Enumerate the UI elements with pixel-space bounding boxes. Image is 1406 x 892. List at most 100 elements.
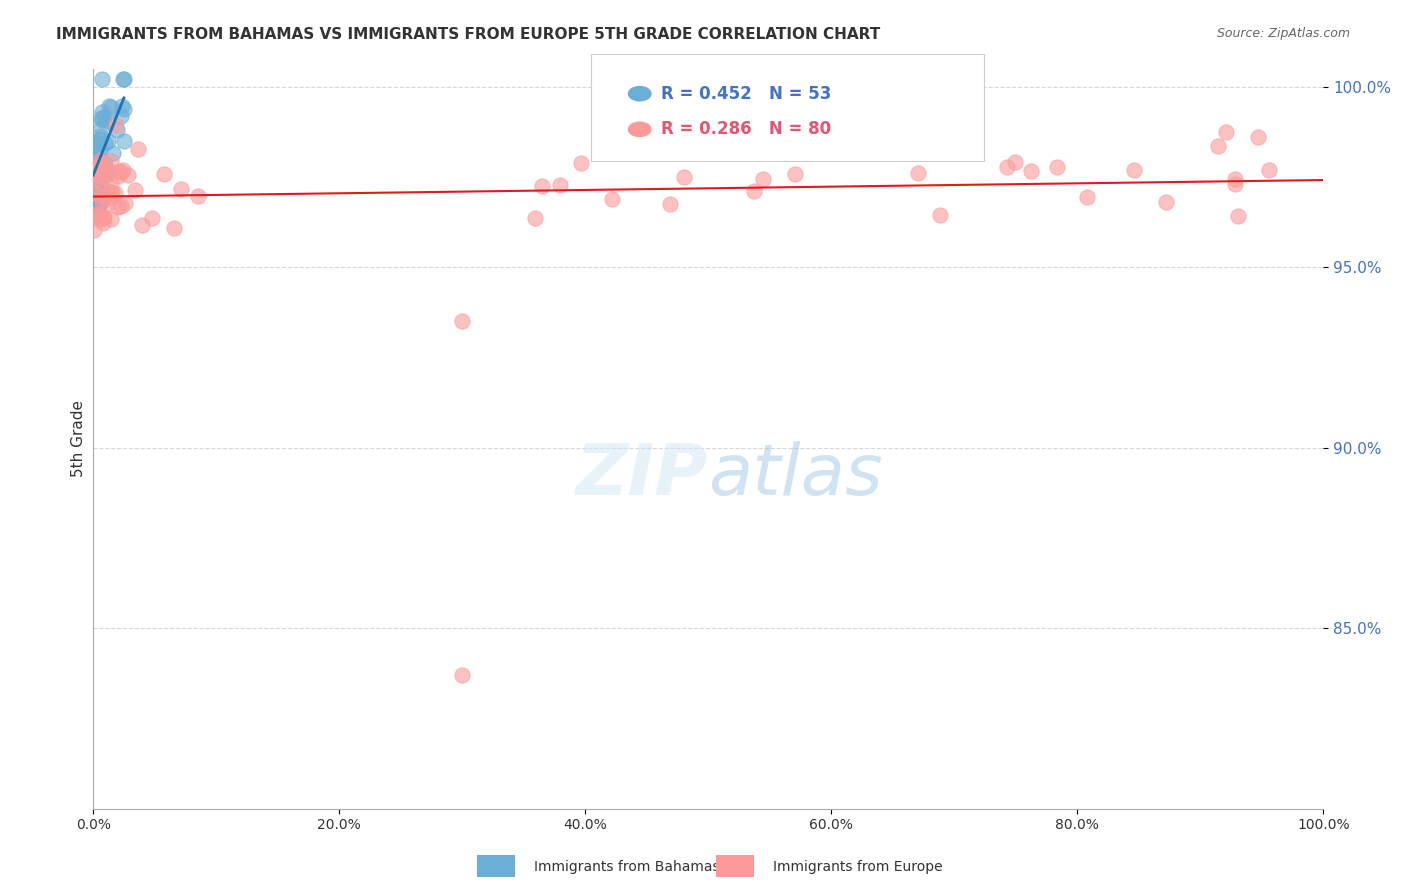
Immigrants from Europe xyxy=(1206,139,1229,153)
Immigrants from Europe xyxy=(84,172,107,186)
Immigrants from Europe xyxy=(602,192,624,206)
Immigrants from Europe xyxy=(89,153,111,167)
Immigrants from Europe xyxy=(451,668,474,682)
Immigrants from Europe xyxy=(1223,178,1246,192)
Immigrants from Bahamas xyxy=(91,180,114,194)
Immigrants from Europe xyxy=(83,174,105,188)
Immigrants from Bahamas xyxy=(105,123,128,137)
Immigrants from Europe xyxy=(91,182,114,196)
Immigrants from Europe xyxy=(107,200,129,214)
Immigrants from Europe xyxy=(124,183,146,197)
Immigrants from Bahamas xyxy=(91,112,114,127)
Immigrants from Bahamas xyxy=(93,110,115,124)
Immigrants from Europe xyxy=(1247,129,1270,144)
Immigrants from Bahamas xyxy=(101,146,124,161)
Immigrants from Bahamas xyxy=(84,192,107,206)
Immigrants from Bahamas xyxy=(91,193,114,207)
Immigrants from Bahamas xyxy=(100,100,122,114)
Text: Immigrants from Europe: Immigrants from Europe xyxy=(773,860,943,874)
Immigrants from Europe xyxy=(87,208,110,222)
Immigrants from Bahamas xyxy=(84,183,107,197)
Immigrants from Europe xyxy=(107,169,129,184)
Immigrants from Bahamas xyxy=(84,142,107,156)
Immigrants from Bahamas xyxy=(97,134,120,148)
Immigrants from Europe xyxy=(83,161,105,175)
Immigrants from Bahamas xyxy=(91,72,114,87)
Immigrants from Bahamas xyxy=(112,134,135,148)
Immigrants from Bahamas xyxy=(83,207,105,221)
Immigrants from Europe xyxy=(127,142,149,156)
Immigrants from Bahamas xyxy=(86,137,108,152)
Immigrants from Europe xyxy=(1004,154,1026,169)
Immigrants from Bahamas xyxy=(89,143,111,157)
Immigrants from Europe xyxy=(673,169,696,184)
Immigrants from Europe xyxy=(104,186,127,201)
Immigrants from Europe xyxy=(1122,162,1144,177)
Immigrants from Bahamas xyxy=(83,152,105,166)
Immigrants from Bahamas xyxy=(86,173,108,187)
Immigrants from Bahamas xyxy=(93,157,115,171)
Immigrants from Bahamas xyxy=(84,160,107,174)
Immigrants from Europe xyxy=(91,194,114,208)
Immigrants from Europe xyxy=(117,168,139,182)
Immigrants from Europe xyxy=(114,195,136,210)
Immigrants from Bahamas xyxy=(83,179,105,194)
Immigrants from Bahamas xyxy=(90,111,112,125)
Immigrants from Bahamas xyxy=(111,72,134,87)
Immigrants from Bahamas xyxy=(98,99,121,113)
Immigrants from Bahamas xyxy=(94,136,117,150)
Immigrants from Europe xyxy=(659,197,682,211)
Immigrants from Europe xyxy=(451,314,474,328)
Immigrants from Bahamas xyxy=(83,189,105,203)
Immigrants from Europe xyxy=(1257,162,1279,177)
Immigrants from Europe xyxy=(591,117,613,131)
Immigrants from Bahamas xyxy=(87,161,110,175)
Immigrants from Europe xyxy=(152,167,174,181)
Immigrants from Bahamas xyxy=(86,135,108,149)
Immigrants from Europe xyxy=(187,189,209,203)
Immigrants from Europe xyxy=(89,207,111,221)
Immigrants from Europe xyxy=(86,186,108,201)
Immigrants from Bahamas xyxy=(112,72,135,87)
Immigrants from Europe xyxy=(89,163,111,178)
Immigrants from Bahamas xyxy=(110,109,132,123)
Immigrants from Europe xyxy=(907,166,929,180)
Text: atlas: atlas xyxy=(709,442,883,510)
Immigrants from Europe xyxy=(96,197,118,211)
Immigrants from Europe xyxy=(1046,160,1069,174)
Immigrants from Europe xyxy=(1223,172,1246,186)
Immigrants from Bahamas xyxy=(84,170,107,185)
Immigrants from Bahamas xyxy=(86,204,108,219)
Immigrants from Bahamas xyxy=(89,185,111,199)
Immigrants from Europe xyxy=(170,182,193,196)
Immigrants from Europe xyxy=(141,211,163,225)
Immigrants from Europe xyxy=(1076,189,1098,203)
Immigrants from Bahamas xyxy=(86,150,108,164)
Immigrants from Europe xyxy=(93,210,115,224)
Text: ZIP: ZIP xyxy=(576,442,709,510)
Immigrants from Europe xyxy=(1154,194,1177,209)
Immigrants from Europe xyxy=(110,165,132,179)
Immigrants from Europe xyxy=(523,211,546,225)
Immigrants from Europe xyxy=(91,155,114,169)
Immigrants from Bahamas xyxy=(83,192,105,206)
Immigrants from Europe xyxy=(569,155,592,169)
Immigrants from Bahamas xyxy=(83,181,105,195)
Immigrants from Europe xyxy=(107,164,129,178)
Immigrants from Bahamas xyxy=(84,136,107,151)
Immigrants from Europe xyxy=(1226,209,1249,223)
Immigrants from Bahamas xyxy=(84,148,107,162)
Immigrants from Bahamas xyxy=(86,153,108,168)
Immigrants from Europe xyxy=(91,216,114,230)
Immigrants from Europe xyxy=(100,177,122,191)
Immigrants from Europe xyxy=(96,169,118,183)
Immigrants from Europe xyxy=(98,191,121,205)
Immigrants from Bahamas xyxy=(91,104,114,119)
Text: Source: ZipAtlas.com: Source: ZipAtlas.com xyxy=(1216,27,1350,40)
Immigrants from Europe xyxy=(745,137,768,152)
Immigrants from Bahamas xyxy=(87,152,110,166)
Immigrants from Europe xyxy=(93,211,115,225)
Immigrants from Europe xyxy=(98,185,121,199)
Immigrants from Bahamas xyxy=(83,167,105,181)
Immigrants from Europe xyxy=(110,199,132,213)
